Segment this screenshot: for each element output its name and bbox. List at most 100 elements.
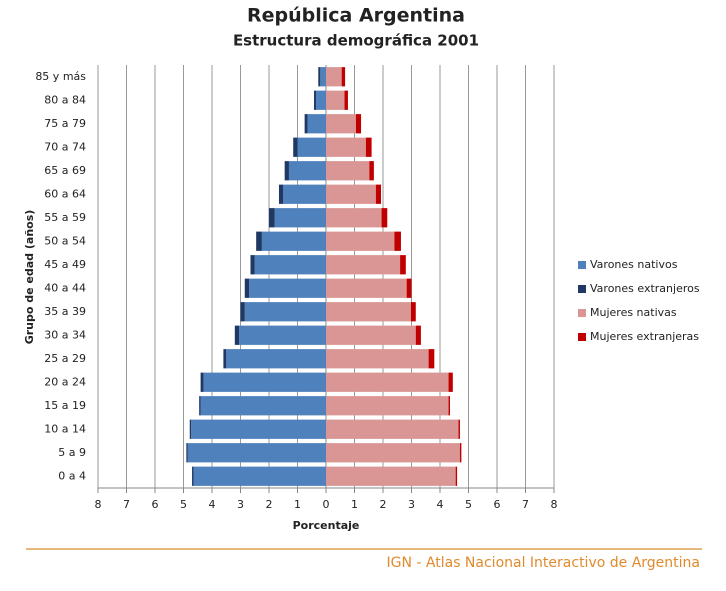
y-tick-label: 5 a 9 [58, 446, 86, 459]
bar [240, 302, 245, 322]
y-tick-label: 30 a 34 [44, 328, 86, 341]
bar [326, 349, 429, 369]
bar [326, 302, 411, 322]
bar [200, 396, 326, 416]
bar [314, 90, 317, 110]
bar [254, 255, 326, 275]
bar [326, 161, 370, 181]
bar [400, 255, 406, 275]
x-tick-label: 3 [237, 498, 244, 511]
x-tick-label: 4 [209, 498, 216, 511]
bar [326, 419, 459, 439]
bar [341, 67, 346, 87]
bar [326, 466, 456, 486]
bar [191, 419, 326, 439]
legend-label: Varones nativos [590, 258, 678, 271]
bar [200, 372, 204, 392]
bar [326, 255, 401, 275]
legend-swatch [578, 285, 586, 293]
legend-label: Varones extranjeros [590, 282, 700, 295]
bar [274, 208, 326, 228]
bar [189, 419, 192, 439]
x-tick-label: 3 [408, 498, 415, 511]
x-tick-label: 1 [294, 498, 301, 511]
y-tick-label: 0 a 4 [58, 469, 86, 482]
x-tick-label: 4 [437, 498, 444, 511]
bar [326, 184, 376, 204]
bar [355, 114, 362, 134]
bar [288, 161, 326, 181]
x-tick-label: 0 [323, 498, 330, 511]
bar [428, 349, 435, 369]
y-tick-label: 70 a 74 [44, 140, 86, 153]
bar [326, 231, 395, 251]
bar [192, 466, 194, 486]
bar [448, 396, 450, 416]
y-tick-label: 45 a 49 [44, 258, 86, 271]
bar [283, 184, 326, 204]
bar [381, 208, 388, 228]
bar [269, 208, 275, 228]
x-tick-label: 8 [95, 498, 102, 511]
bar [250, 255, 255, 275]
y-tick-label: 65 a 69 [44, 164, 86, 177]
bar [226, 349, 326, 369]
y-tick-label: 15 a 19 [44, 399, 86, 412]
bar [410, 302, 416, 322]
y-tick-label: 10 a 14 [44, 422, 86, 435]
y-tick-label: 20 a 24 [44, 375, 86, 388]
x-tick-label: 6 [494, 498, 501, 511]
bar [326, 90, 345, 110]
bar [203, 372, 326, 392]
bar [293, 137, 298, 157]
y-tick-label: 40 a 44 [44, 281, 86, 294]
y-axis-title: Grupo de edad (años) [23, 210, 36, 345]
bar [307, 114, 326, 134]
bar [244, 278, 250, 298]
footer: IGN - Atlas Nacional Interactivo de Arge… [387, 555, 701, 571]
legend-swatch [578, 309, 586, 317]
bar [326, 208, 382, 228]
y-tick-label: 80 a 84 [44, 93, 86, 106]
chart-subtitle: Estructura demográfica 2001 [233, 32, 479, 50]
bar [326, 278, 407, 298]
x-tick-label: 2 [266, 498, 273, 511]
bar [326, 396, 449, 416]
bar [415, 325, 421, 345]
chart-title: República Argentina [247, 5, 465, 27]
x-tick-label: 7 [522, 498, 529, 511]
x-tick-label: 7 [123, 498, 130, 511]
bar [326, 325, 416, 345]
y-tick-label: 35 a 39 [44, 305, 86, 318]
x-axis-title: Porcentaje [293, 519, 360, 532]
bar [375, 184, 382, 204]
bar [239, 325, 326, 345]
bar [365, 137, 372, 157]
bar [320, 67, 326, 87]
x-tick-label: 2 [380, 498, 387, 511]
bar [455, 466, 458, 486]
bar [344, 90, 348, 110]
bar [326, 114, 356, 134]
x-tick-label: 6 [152, 498, 159, 511]
bar [244, 302, 326, 322]
y-tick-label: 75 a 79 [44, 117, 86, 130]
bar [448, 372, 453, 392]
bar [193, 466, 326, 486]
bar [459, 443, 462, 463]
bar [369, 161, 374, 181]
bar [326, 137, 366, 157]
bar [199, 396, 201, 416]
bar [304, 114, 308, 134]
x-tick-label: 8 [551, 498, 558, 511]
bar [261, 231, 326, 251]
legend-swatch [578, 261, 586, 269]
bar [223, 349, 227, 369]
y-tick-label: 85 y más [35, 70, 86, 83]
bar [249, 278, 326, 298]
bar [316, 90, 326, 110]
bar [326, 67, 342, 87]
y-tick-label: 50 a 54 [44, 234, 86, 247]
bar [284, 161, 289, 181]
